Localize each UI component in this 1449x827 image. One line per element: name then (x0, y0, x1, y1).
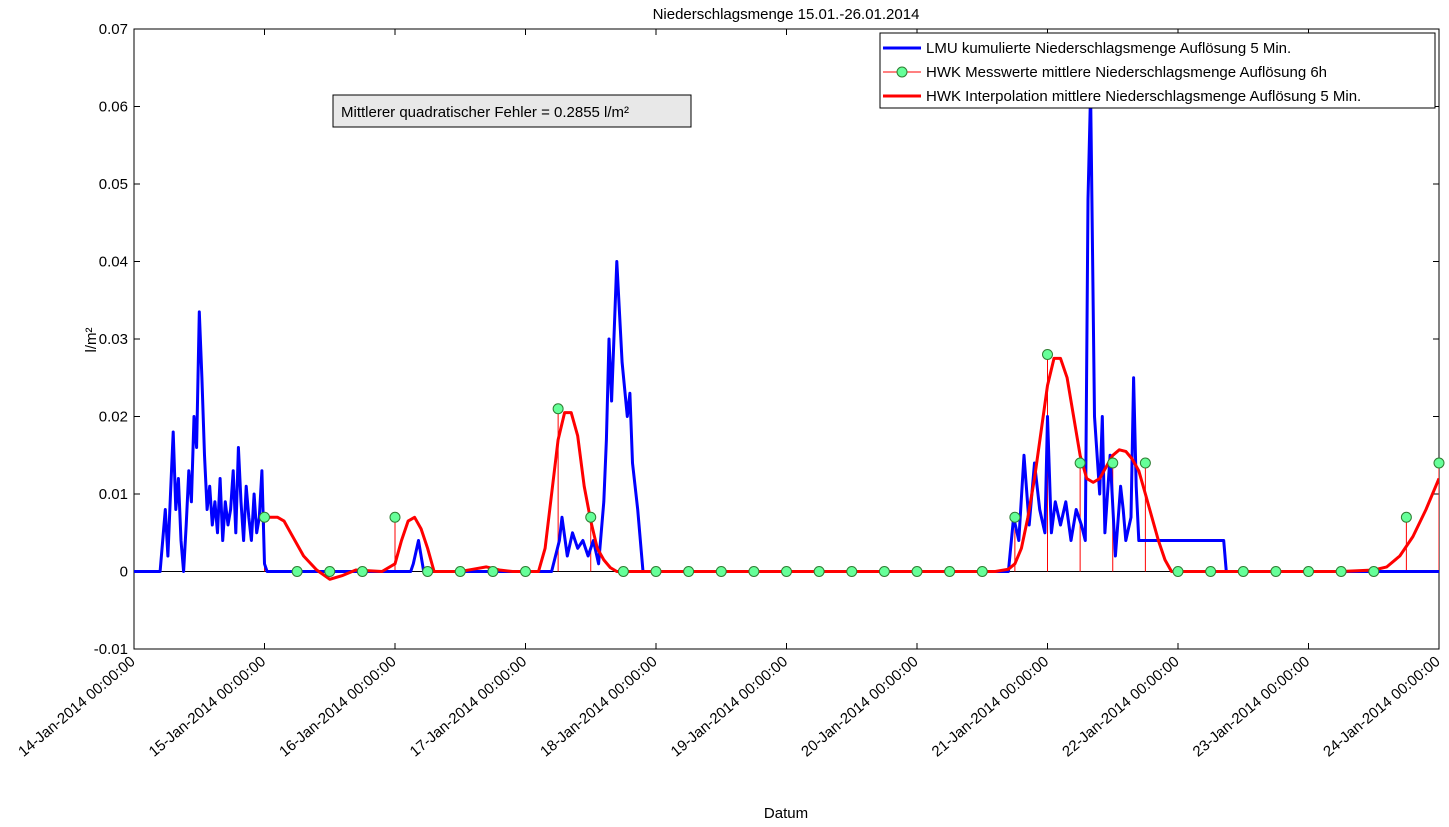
y-tick-label: 0.05 (99, 176, 128, 193)
hwk-messwert-marker (911, 566, 923, 577)
hwk-messwert-marker (356, 566, 368, 577)
hwk-messwert-marker (1172, 566, 1184, 577)
hwk-messwert-marker (1139, 457, 1151, 469)
y-axis-ticks: -0.01 0 0.01 0.02 0.03 0.04 0.05 0.06 0.07 (94, 21, 1439, 658)
series-layer (134, 89, 1445, 581)
y-tick-label: 0.02 (99, 409, 128, 426)
hwk-messwert-marker (1009, 511, 1021, 523)
y-tick-label: 0.06 (99, 99, 128, 116)
legend-marker-hwk-messwerte (896, 66, 908, 78)
hwk-messwert-marker (552, 403, 564, 415)
annotation-box: Mittlerer quadratischer Fehler = 0.2855 … (332, 94, 692, 128)
y-tick-label: -0.01 (94, 641, 128, 658)
legend-label-lmu: LMU kumulierte Niederschlagsmenge Auflös… (926, 40, 1291, 57)
hwk-messwert-marker (1433, 457, 1445, 469)
hwk-messwert-marker (715, 566, 727, 577)
hwk-messwert-marker (454, 566, 466, 577)
y-tick-label: 0 (120, 564, 128, 581)
hwk-messwert-marker (976, 566, 988, 577)
hwk-messwert-marker (617, 566, 629, 577)
y-tick-label: 0.01 (99, 486, 128, 503)
hwk-messwert-marker (878, 566, 890, 577)
hwk-messwert-marker (1074, 457, 1086, 469)
hwk-messwert-marker (846, 566, 858, 577)
chart-title: Niederschlagsmenge 15.01.-26.01.2014 (653, 6, 920, 23)
hwk-messwert-marker (683, 566, 695, 577)
hwk-messwert-marker (389, 511, 401, 523)
hwk-messwert-marker (1270, 566, 1282, 577)
hwk-messwert-marker (748, 566, 760, 577)
hwk-messwert-marker (1303, 566, 1314, 577)
hwk-messwert-marker (422, 566, 434, 577)
hwk-messwert-marker (1368, 566, 1380, 577)
x-axis-label: Datum (764, 805, 808, 822)
lmu-series-line (134, 89, 1439, 573)
hwk-messwert-marker (1237, 566, 1249, 577)
legend: LMU kumulierte Niederschlagsmenge Auflös… (879, 32, 1436, 109)
legend-label-hwk-messwerte: HWK Messwerte mittlere Niederschlagsmeng… (926, 64, 1327, 81)
y-tick-label: 0.03 (99, 331, 128, 348)
hwk-messwert-marker (259, 511, 270, 523)
hwk-messwert-marker (650, 566, 662, 577)
hwk-messwert-marker (520, 566, 531, 577)
hwk-messwert-marker (944, 566, 956, 577)
legend-label-hwk-interpolation: HWK Interpolation mittlere Niederschlags… (926, 88, 1361, 105)
y-tick-label: 0.07 (99, 21, 128, 38)
annotation-frame (332, 94, 692, 128)
hwk-messwert-marker (1042, 349, 1053, 360)
hwk-messwert-marker (813, 566, 825, 577)
y-axis-label: l/m² (83, 328, 100, 353)
hwk-messwert-marker (291, 566, 303, 577)
hwk-messwert-marker (585, 511, 597, 523)
hwk-messwert-marker (487, 566, 499, 577)
hwk-messwert-marker (1400, 511, 1412, 523)
hwk-messwert-marker (781, 566, 792, 577)
hwk-messwert-marker (1335, 566, 1347, 577)
plot-area (133, 28, 1440, 650)
legend-frame (879, 32, 1436, 109)
hwk-messwert-marker (324, 566, 336, 577)
y-tick-label: 0.04 (99, 254, 128, 271)
hwk-messwert-marker (1107, 457, 1119, 469)
hwk-messwert-marker (1205, 566, 1217, 577)
annotation-text: Mittlerer quadratischer Fehler = 0.2855 … (341, 104, 629, 121)
